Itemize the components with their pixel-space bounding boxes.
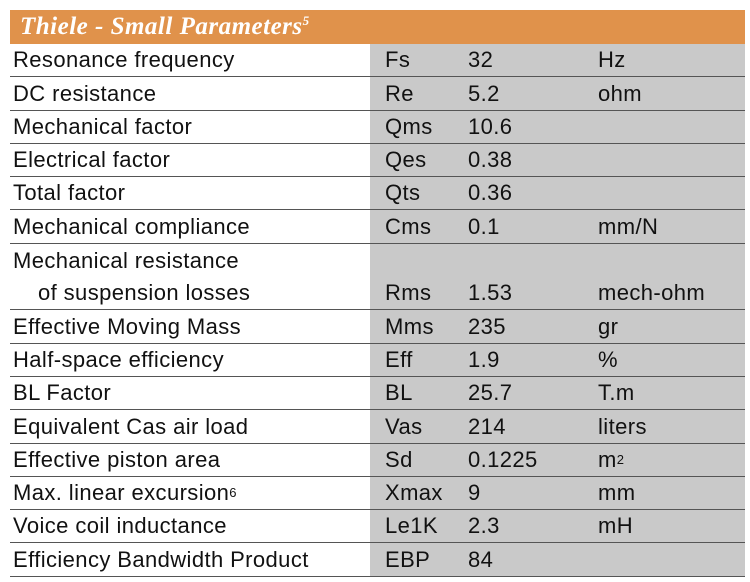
param-value: 5.2 — [468, 80, 500, 106]
param-name: Mechanical resistance — [13, 247, 240, 273]
param-symbol: Eff — [385, 346, 413, 372]
param-name: Efficiency Bandwidth Product — [13, 546, 309, 572]
unit-sup: 2 — [616, 451, 625, 467]
table-row: Mechanical resistance of suspension losse… — [10, 243, 745, 311]
param-value: 235 — [468, 313, 506, 339]
param-symbol: Mms — [385, 313, 434, 339]
param-name: Mechanical factor — [13, 113, 193, 139]
param-value: 25.7 — [468, 380, 513, 406]
param-name: Resonance frequency — [13, 47, 235, 73]
param-unit: Hz — [598, 47, 626, 73]
table-row: Half-space efficiency Eff 1.9% — [10, 343, 745, 377]
gray-band — [370, 410, 745, 443]
table-row: Total factor Qts 0.36 — [10, 177, 745, 211]
param-unit: m2 — [598, 446, 625, 472]
table-row: BL Factor BL 25.7 T.m — [10, 376, 745, 411]
table-row: Efficiency Bandwidth Product EBP 84 — [10, 543, 745, 577]
table-row: Mechanical compliance Cms 0.1 mm/N — [10, 210, 745, 244]
param-name: Effective piston area — [13, 446, 221, 472]
param-unit: gr — [598, 313, 619, 339]
param-name: Voice coil inductance — [13, 513, 227, 539]
param-symbol: Sd — [385, 446, 413, 472]
gray-band — [370, 510, 745, 543]
gray-band — [370, 177, 745, 210]
param-value: 9 — [468, 480, 481, 506]
param-name: Effective Moving Mass — [13, 313, 242, 339]
param-unit: mm — [598, 480, 636, 506]
param-value: 0.36 — [468, 180, 513, 206]
param-name: Electrical factor — [13, 147, 171, 173]
table-row: Resonance frequency Fs 32 Hz — [10, 44, 745, 78]
gray-band — [370, 376, 745, 410]
title-text: Thiele - Small Parameters — [20, 13, 303, 40]
param-unit: mech-ohm — [598, 280, 706, 306]
table-row: Equivalent Cas air load Vas 214 liters — [10, 410, 745, 444]
param-name: Total factor — [13, 180, 126, 206]
param-symbol: Cms — [385, 213, 432, 239]
param-value: 10.6 — [468, 113, 513, 139]
gray-band — [370, 143, 745, 177]
param-name: BL Factor — [13, 380, 112, 406]
param-symbol: Xmax — [385, 480, 443, 506]
param-symbol: Le1K — [385, 513, 438, 539]
param-unit: T.m — [598, 380, 635, 406]
param-value: 84 — [468, 546, 494, 572]
table-title: Thiele - Small Parameters5 — [10, 10, 745, 44]
gray-band — [370, 543, 745, 576]
gray-band — [370, 210, 745, 243]
table-row: Electrical factor Qes 0.38 — [10, 143, 745, 178]
gray-band — [370, 476, 745, 510]
param-name: Max. linear excursion6 — [13, 480, 237, 506]
table-row: Effective piston area Sd 0.1225 m2 — [10, 443, 745, 477]
gray-band — [370, 443, 745, 476]
param-unit: ohm — [598, 80, 642, 106]
gray-band — [370, 77, 745, 110]
gray-band — [370, 44, 745, 77]
param-symbol: Fs — [385, 47, 411, 73]
param-name: Equivalent Cas air load — [13, 413, 249, 439]
thiele-small-table: Thiele - Small Parameters5 Resonance fre… — [10, 10, 745, 577]
param-unit: % — [598, 346, 618, 372]
title-footnote: 5 — [302, 13, 310, 28]
table-row: Effective Moving Mass Mms 235 gr — [10, 310, 745, 344]
param-value: 1.53 — [468, 280, 513, 306]
table-row: Max. linear excursion6 Xmax 9 mm — [10, 476, 745, 511]
param-name: Half-space efficiency — [13, 346, 224, 372]
param-unit: liters — [598, 413, 647, 439]
param-symbol: Re — [385, 80, 414, 106]
param-unit: mm/N — [598, 213, 659, 239]
table-row: DC resistance Re 5.2 ohm — [10, 77, 745, 111]
param-symbol: EBP — [385, 546, 431, 572]
param-value: 0.1225 — [468, 446, 538, 472]
param-name: DC resistance — [13, 80, 157, 106]
param-value: 214 — [468, 413, 506, 439]
param-value: 0.1 — [468, 213, 500, 239]
param-value: 32 — [468, 47, 494, 73]
table-row: Mechanical factor Qms 10.6 — [10, 110, 745, 144]
gray-band — [370, 110, 745, 143]
param-symbol: Qes — [385, 147, 427, 173]
param-value: 2.3 — [468, 513, 500, 539]
gray-band — [370, 310, 745, 343]
param-value: 0.38 — [468, 147, 513, 173]
gray-band — [370, 343, 745, 376]
param-symbol: BL — [385, 380, 413, 406]
footnote: 6 — [229, 485, 237, 501]
gray-band — [370, 243, 745, 310]
param-symbol: Qms — [385, 113, 433, 139]
param-name: Mechanical compliance — [13, 213, 251, 239]
param-value: 1.9 — [468, 346, 500, 372]
param-symbol: Vas — [385, 413, 423, 439]
param-symbol: Qts — [385, 180, 421, 206]
param-symbol: Rms — [385, 280, 432, 306]
table-row: Voice coil inductance Le1K 2.3 mH — [10, 510, 745, 544]
param-name-cont: of suspension losses — [38, 280, 251, 306]
param-unit: mH — [598, 513, 634, 539]
